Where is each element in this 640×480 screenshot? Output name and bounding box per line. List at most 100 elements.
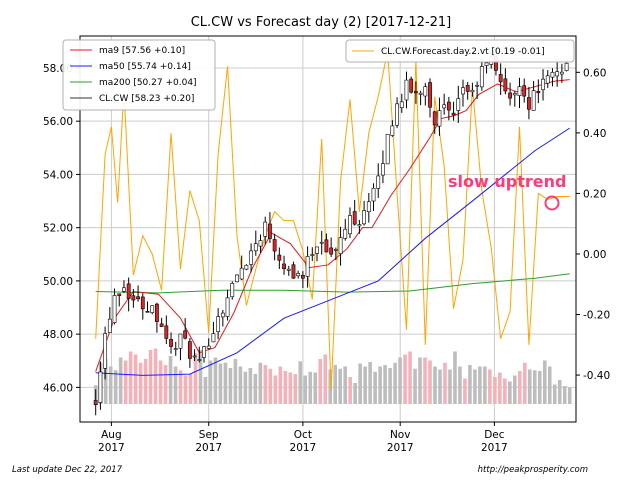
candle-body	[531, 90, 536, 111]
volume-bar	[398, 357, 402, 404]
y-left-tick-label: 56.00	[43, 116, 73, 128]
candle-body	[390, 125, 395, 136]
candle-body	[366, 201, 371, 213]
candle-body	[93, 400, 98, 405]
volume-bar	[453, 351, 457, 404]
x-tick-year: 2017	[290, 442, 317, 454]
volume-bar	[323, 354, 328, 404]
volume-bar	[173, 366, 178, 404]
volume-bar	[273, 375, 278, 404]
candle-body	[291, 264, 296, 279]
legend-left: ma9 [57.56 +0.10] ma50 [55.74 +0.14] ma2…	[62, 39, 216, 111]
legend-right: CL.CW.Forecast.day.2.vt [0.19 -0.01]	[345, 39, 575, 63]
volume-bar	[552, 384, 557, 404]
candle-body	[150, 305, 155, 313]
candle-body	[541, 78, 545, 91]
y-left-tick-label: 46.00	[43, 382, 73, 394]
volume-bar	[542, 360, 547, 404]
volume-bar	[178, 370, 183, 404]
candle-body	[107, 318, 112, 333]
y-right-tick-label: 0.60	[583, 67, 606, 79]
y-right-tick-label: 0.40	[583, 128, 606, 140]
x-tick-year: 2017	[481, 442, 508, 454]
volume-bar	[283, 371, 288, 404]
volume-bar	[368, 362, 372, 404]
volume-bar	[448, 369, 452, 404]
volume-bar	[343, 366, 347, 404]
volume-bar	[123, 360, 128, 404]
candle-body	[225, 297, 230, 317]
volume-bar	[153, 348, 158, 404]
volume-bar	[183, 375, 188, 404]
volume-bar	[318, 359, 323, 404]
candle-body	[178, 333, 183, 349]
y-right-tick-label: -0.20	[583, 310, 610, 322]
volume-bar	[403, 354, 407, 404]
candle-body	[286, 268, 291, 271]
chart-title: CL.CW vs Forecast day (2) [2017-12-21]	[191, 15, 452, 30]
candle-body	[164, 325, 169, 339]
candle-body	[446, 101, 451, 111]
volume-bar	[348, 377, 352, 404]
candle-body	[545, 75, 550, 84]
volume-bar	[363, 366, 367, 404]
volume-bar	[508, 381, 512, 404]
candle-body	[428, 82, 432, 108]
candle-body	[395, 103, 399, 126]
candle-body	[140, 296, 145, 310]
volume-bar	[288, 372, 293, 404]
candle-body	[263, 221, 268, 237]
volume-bar	[413, 368, 417, 404]
volume-bar	[243, 371, 248, 404]
volume-bar	[333, 365, 338, 404]
candle-body	[272, 239, 277, 252]
candle-body	[451, 112, 456, 116]
candle-body	[159, 323, 164, 327]
volume-bar	[133, 354, 138, 404]
y-right-tick-label: -0.40	[583, 370, 610, 382]
price-candles	[93, 46, 569, 416]
candle-body	[437, 110, 442, 127]
x-tick-month: Sep	[199, 429, 219, 441]
volume-bar	[537, 371, 542, 404]
annotation-slow-uptrend: slow uptrend	[448, 172, 566, 191]
candle-body	[310, 254, 315, 256]
x-tick-year: 2017	[387, 442, 414, 454]
candle-body	[404, 79, 409, 101]
candle-body	[503, 78, 508, 92]
ma200-line	[95, 273, 570, 294]
legend-label-forecast: CL.CW.Forecast.day.2.vt [0.19 -0.01]	[381, 47, 545, 57]
candle-body	[296, 273, 301, 277]
volume-bar	[218, 363, 223, 404]
y-right-tick-label: 0.20	[583, 188, 606, 200]
volume-bar	[547, 366, 552, 404]
candle-body	[508, 92, 512, 99]
candle-body	[282, 263, 286, 270]
candle-body	[456, 98, 461, 111]
candle-body	[376, 175, 381, 189]
volume-bar	[223, 362, 228, 404]
y-left-tick-label: 48.00	[43, 329, 73, 341]
legend-label-ma9: ma9 [57.56 +0.10]	[99, 46, 185, 56]
candle-body	[442, 104, 447, 109]
candle-body	[319, 241, 324, 244]
volume-bar	[483, 366, 487, 404]
volume-bar	[503, 378, 507, 404]
candle-body	[338, 237, 343, 254]
candle-body	[112, 295, 117, 323]
volume-bar	[338, 368, 342, 404]
candle-body	[517, 86, 522, 96]
volume-bar	[408, 351, 412, 404]
x-tick-month: Dec	[484, 429, 505, 441]
x-tick-month: Oct	[294, 429, 312, 441]
volume-bar	[473, 369, 477, 404]
candle-body	[470, 89, 475, 93]
volume-bar	[138, 362, 143, 404]
x-tick-year: 2017	[195, 442, 222, 454]
volume-bar	[158, 360, 163, 404]
y-axis-right: -0.40 -0.20 0.00 0.20 0.40 0.60	[576, 67, 610, 382]
candle-body	[418, 92, 423, 95]
